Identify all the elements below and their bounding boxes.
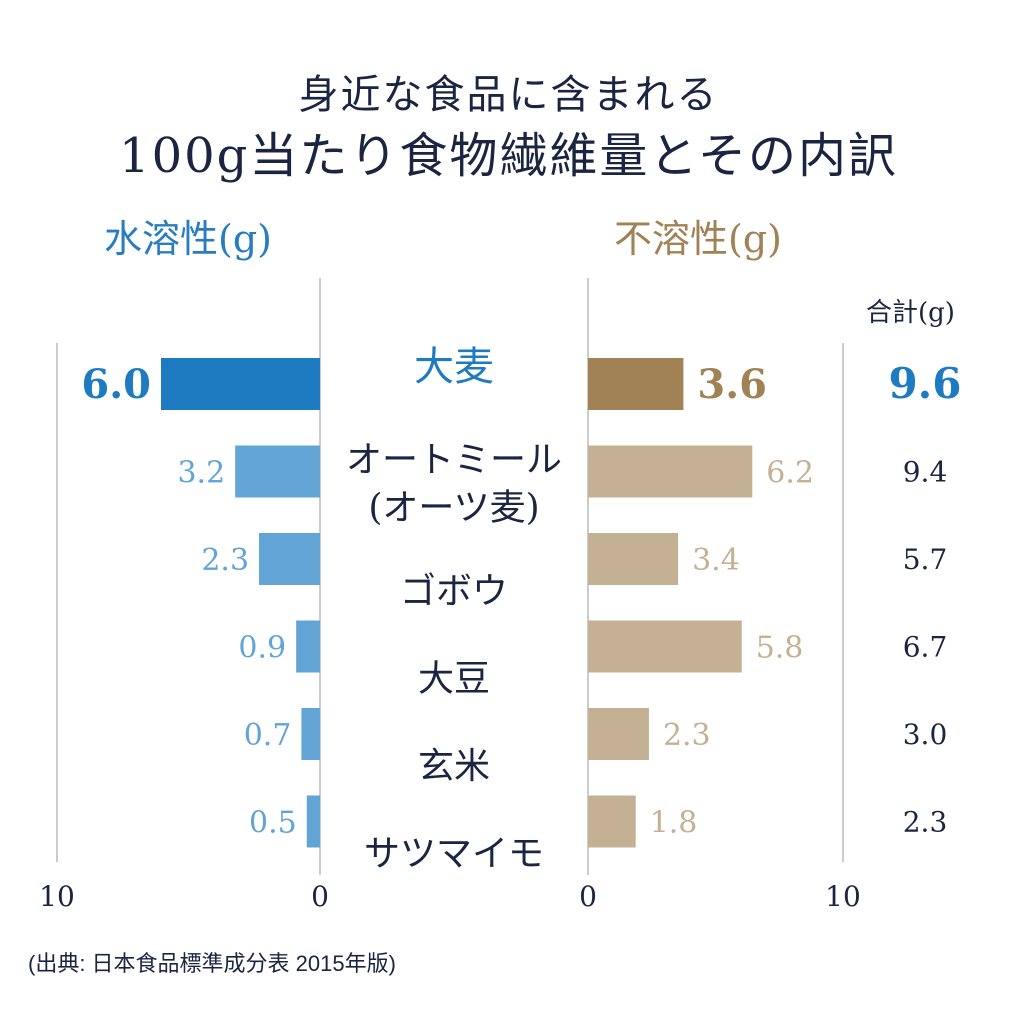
category-label: 玄米 [418, 746, 490, 787]
category-label: (オーツ麦) [368, 488, 539, 529]
insoluble-bar [588, 708, 649, 760]
left-axis-tick-label: 0 [311, 880, 329, 913]
soluble-bar [161, 358, 320, 410]
soluble-value-label: 0.9 [238, 631, 286, 666]
soluble-value-label: 0.7 [244, 718, 292, 753]
insoluble-value-label: 6.2 [766, 456, 814, 491]
right-axis-tick-label: 10 [825, 880, 861, 913]
soluble-header: 水溶性(g) [104, 217, 272, 261]
soluble-value-label: 0.5 [249, 806, 297, 841]
insoluble-bar [588, 358, 684, 410]
insoluble-value-label: 2.3 [663, 718, 711, 753]
soluble-value-label: 3.2 [177, 456, 225, 491]
total-value-label: 6.7 [903, 631, 948, 664]
insoluble-bar [588, 533, 679, 585]
total-value-label: 9.6 [888, 359, 961, 408]
category-label: オートミール [346, 440, 562, 481]
right-axis-tick-label: 0 [579, 880, 597, 913]
total-value-label: 3.0 [903, 718, 948, 751]
soluble-bar [296, 620, 320, 673]
soluble-value-label: 6.0 [81, 361, 151, 408]
insoluble-header: 不溶性(g) [614, 217, 782, 261]
total-value-label: 9.4 [903, 456, 948, 489]
insoluble-value-label: 3.4 [692, 543, 740, 578]
insoluble-bar [588, 795, 636, 848]
soluble-bar [259, 533, 320, 585]
soluble-bar [301, 708, 320, 760]
insoluble-bar [588, 445, 753, 498]
category-label: 大麦 [414, 344, 494, 390]
category-label: ゴボウ [400, 571, 508, 612]
total-value-label: 5.7 [903, 543, 948, 576]
insoluble-value-label: 1.8 [650, 806, 698, 841]
total-header: 合計(g) [866, 298, 955, 328]
insoluble-value-label: 3.6 [697, 361, 767, 408]
soluble-value-label: 2.3 [201, 543, 249, 578]
source-note: (出典: 日本食品標準成分表 2015年版) [28, 951, 396, 976]
left-axis-tick-label: 10 [39, 880, 75, 913]
category-label: 大豆 [418, 659, 490, 700]
chart-title-line1: 身近な食品に含まれる [298, 72, 719, 118]
soluble-bar [235, 445, 320, 498]
category-label: サツマイモ [364, 834, 544, 875]
insoluble-value-label: 5.8 [756, 631, 804, 666]
chart-title-line2: 100g当たり食物繊維量とその内訳 [119, 128, 898, 184]
soluble-bar [306, 795, 320, 848]
insoluble-bar [588, 620, 742, 673]
total-value-label: 2.3 [903, 806, 948, 839]
